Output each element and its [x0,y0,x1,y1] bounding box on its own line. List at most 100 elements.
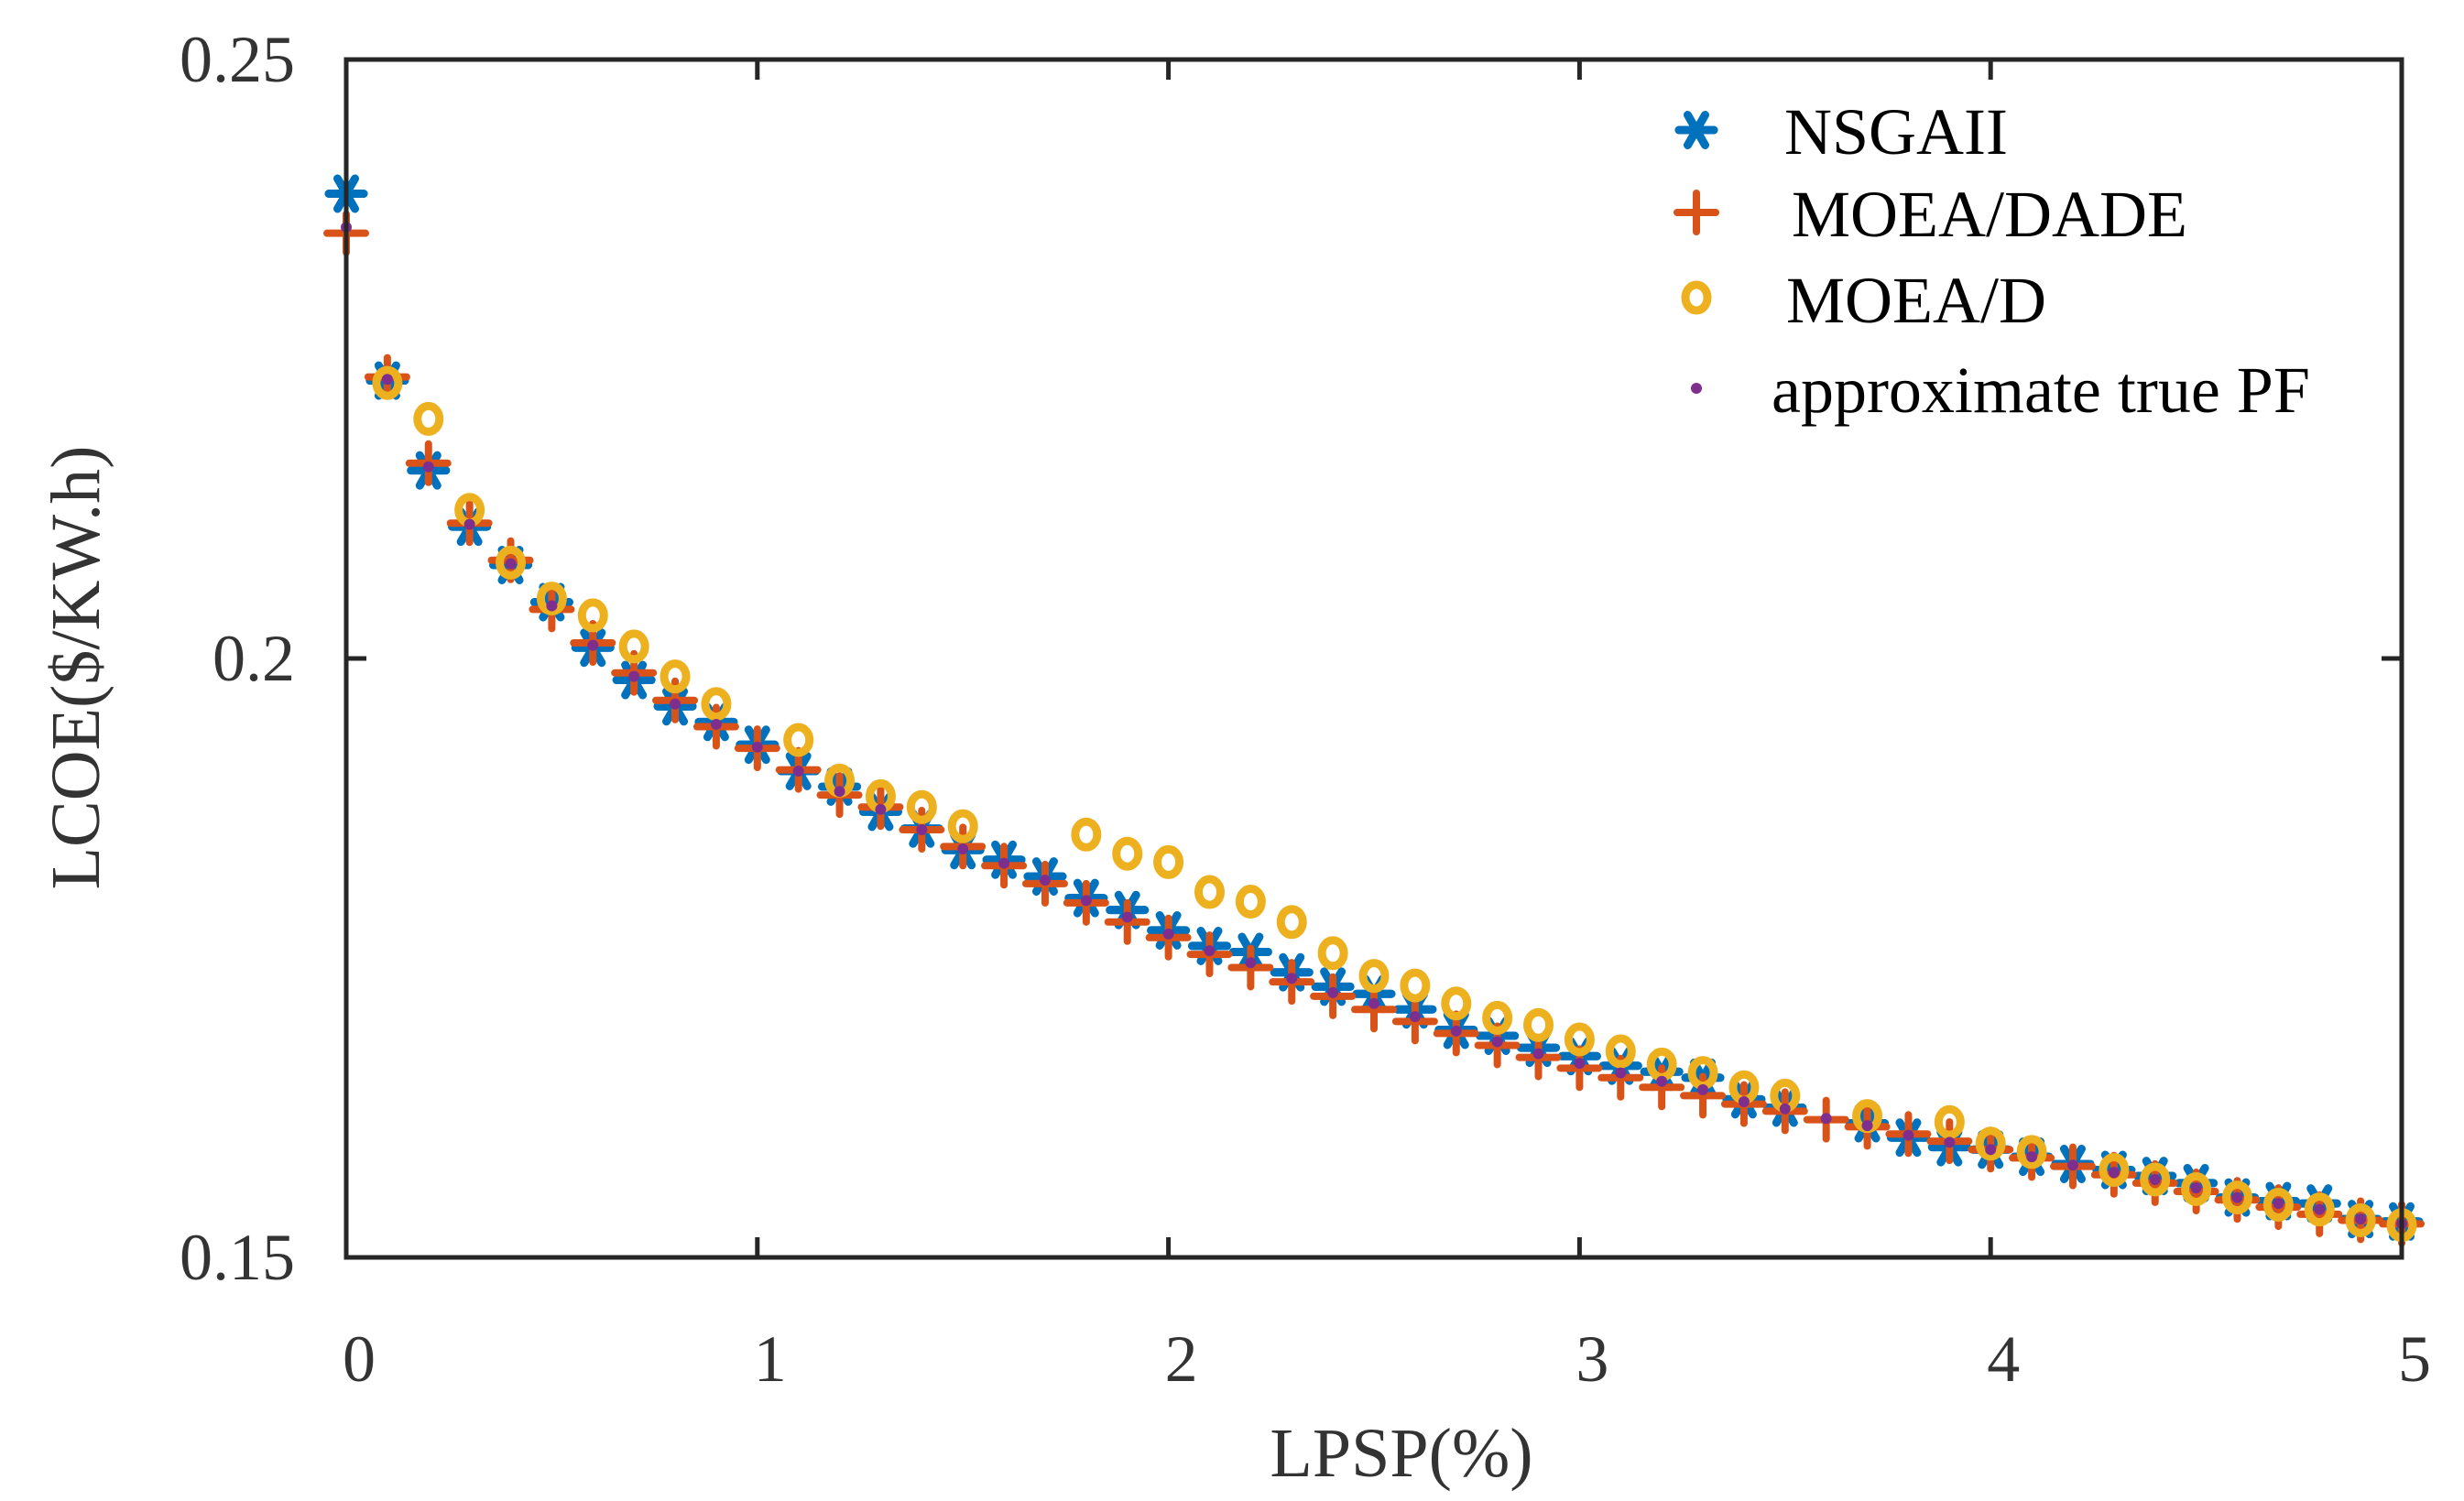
y-tick-labels: 0.15 0.2 0.25 [180,23,295,1294]
x-tick-label: 0 [343,1322,376,1396]
legend-marker [1681,280,1712,315]
data-point [1482,1000,1513,1035]
data-point [618,629,649,664]
data-point [1903,1129,1914,1141]
data-point [1574,1058,1586,1070]
data-point [1358,959,1390,994]
y-tick-label: 0.25 [180,23,295,96]
data-point [2026,1151,2038,1163]
x-tick-label: 2 [1165,1322,1198,1396]
data-point [1162,928,1174,940]
data-point [670,698,681,710]
data-point [875,803,887,815]
data-point [2140,1162,2171,1197]
y-tick-label: 0.15 [180,1221,295,1294]
data-point [660,659,691,694]
data-point [1523,1007,1554,1042]
data-point [916,824,928,836]
data-point [1738,1095,1750,1107]
data-point [2190,1182,2202,1194]
data-point [2231,1191,2243,1203]
data-point [1985,1144,1997,1156]
x-axis-label: LPSP(%) [1270,1415,1532,1492]
data-point [834,786,845,798]
data-point [1944,1137,1956,1148]
series-2 [372,365,2417,1243]
data-point [1121,911,1133,923]
legend-marker [1674,111,1718,149]
data-point [1400,968,1431,1003]
data-point [1204,945,1216,957]
data-point [422,461,434,473]
data-point [1861,1120,1873,1132]
data-point [2304,1192,2335,1227]
x-tick-label: 3 [1575,1322,1608,1396]
data-point [1112,836,1143,871]
data-point [2066,1159,2078,1171]
data-point [1615,1067,1627,1079]
data-point [1351,986,1397,1033]
data-point [1605,1034,1636,1069]
data-point [2345,1202,2376,1237]
plot-marks [323,174,2425,1247]
data-point [1153,844,1184,879]
data-point [1368,997,1379,1009]
plot-frame [343,57,2404,1260]
data-point [957,843,969,854]
data-point [577,598,608,633]
data-point [2108,1167,2120,1179]
data-point [1276,905,1307,940]
y-tick-label: 0.2 [213,622,295,695]
data-point [947,809,978,843]
data-point [496,545,527,580]
data-point [792,765,804,777]
data-point [1409,1011,1421,1023]
legend-marker [1691,383,1702,394]
data-point [2099,1153,2130,1188]
data-point [1245,957,1257,969]
data-point [1071,817,1102,852]
data-point [701,687,732,722]
legend-item: approximate true PF [1691,353,2310,427]
data-point [998,857,1010,869]
data-point [1450,1025,1462,1037]
data-point [413,401,444,436]
data-point [372,365,403,400]
legend: NSGAII MOEA/DADE MOEA/D approximate true PF [1674,95,2310,427]
legend-marker [1674,190,1719,235]
data-point [1820,1113,1832,1125]
data-point [1194,875,1225,909]
data-point [546,600,558,612]
data-point [2016,1135,2047,1169]
data-point [1697,1083,1709,1095]
x-tick-label: 1 [754,1322,787,1396]
data-point [1286,973,1298,984]
data-point [1039,874,1051,886]
data-point [1327,986,1339,998]
data-point [1564,1022,1595,1057]
x-tick-label: 5 [2398,1322,2431,1396]
data-point [710,718,722,730]
x-tick-labels: 0 1 2 3 4 5 [343,1322,2431,1396]
data-point [783,723,814,757]
data-point [1975,1126,2006,1161]
data-point [2273,1198,2284,1210]
legend-label: MOEA/DADE [1792,178,2187,251]
data-point [1441,986,1472,1021]
data-point [536,582,567,616]
data-point [1317,936,1348,971]
legend-label: NSGAII [1784,95,2008,169]
data-point [2355,1213,2367,1225]
data-point [1779,1103,1791,1115]
data-point [1656,1075,1668,1087]
data-point [2314,1203,2326,1215]
data-point [2181,1171,2212,1206]
data-point [1532,1048,1544,1060]
data-point [381,374,393,386]
legend-item: NSGAII [1674,95,2008,169]
legend-item: MOEA/DADE [1674,178,2187,251]
data-point [628,670,640,682]
data-point [2262,1187,2294,1222]
